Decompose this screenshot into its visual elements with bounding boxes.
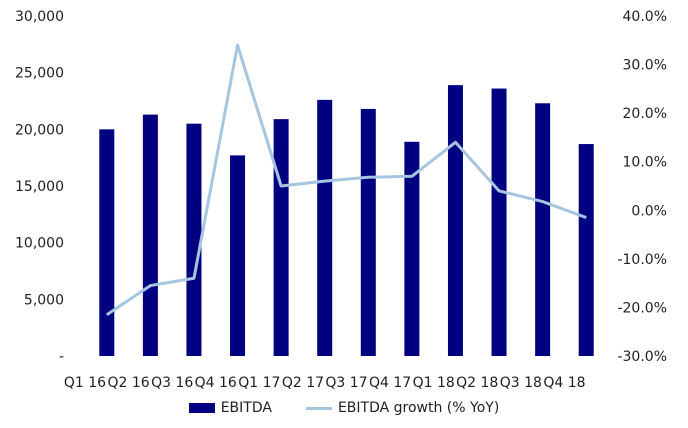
- bar-ebitda: [360, 108, 376, 356]
- right-axis-ticks: -30.0% -20.0% -10.0% 0.0% 10.0% 20.0% 30.0% 40.…: [617, 9, 667, 365]
- bar-ebitda: [230, 155, 246, 356]
- x-tick-label: Q3 17: [325, 375, 367, 391]
- legend-label-growth: EBITDA growth (% YoY): [337, 400, 500, 416]
- right-tick-label: 30.0%: [623, 58, 667, 74]
- bar-ebitda: [447, 85, 463, 356]
- bar-ebitda: [404, 141, 420, 356]
- right-tick-label: 40.0%: [623, 9, 667, 25]
- bar-ebitda: [535, 103, 551, 357]
- x-tick-label: Q2 16: [107, 375, 149, 391]
- left-tick-label: 10,000: [15, 236, 64, 252]
- x-tick-label: Q3 16: [151, 375, 193, 391]
- x-tick-label: Q1 16: [64, 375, 106, 391]
- legend-item-growth: EBITDA growth (% YoY): [305, 400, 500, 416]
- legend-swatch-line: [305, 406, 332, 410]
- left-axis-ticks: - 5,000 10,000 15,000 20,000 25,000 30,000: [15, 9, 64, 365]
- x-axis-ticks: Q1 16 Q2 16 Q3 16 Q4 16 Q1 17 Q2 17 Q3 17 Q4 17…: [64, 375, 586, 391]
- left-tick-label: -: [59, 349, 64, 365]
- right-tick-label: -30.0%: [617, 349, 667, 365]
- x-tick-label: Q3 18: [500, 375, 542, 391]
- legend-item-ebitda: EBITDA: [188, 400, 272, 416]
- x-tick-label: Q2 17: [282, 375, 324, 391]
- growth-line-group: [105, 43, 587, 316]
- x-tick-label: Q1 17: [238, 375, 280, 391]
- legend-label-ebitda: EBITDA: [220, 400, 272, 416]
- x-tick-label: Q4 18: [543, 375, 585, 391]
- bar-ebitda: [186, 123, 202, 357]
- legend: EBITDA EBITDA growth (% YoY): [0, 396, 688, 420]
- x-tick-label: Q4 16: [195, 375, 237, 391]
- left-tick-label: 15,000: [15, 179, 64, 195]
- bars: [99, 85, 594, 357]
- right-tick-label: -10.0%: [617, 252, 667, 268]
- legend-swatch-bar: [188, 403, 215, 413]
- x-tick-label: Q4 17: [369, 375, 411, 391]
- right-tick-label: 10.0%: [623, 155, 667, 171]
- bar-ebitda: [273, 119, 289, 356]
- growth-line: [105, 43, 587, 316]
- bar-ebitda: [578, 144, 594, 356]
- bar-ebitda: [317, 99, 333, 356]
- chart: - 5,000 10,000 15,000 20,000 25,000 30,000 -30…: [15, 9, 667, 391]
- bar-ebitda: [99, 129, 115, 356]
- x-tick-label: Q1 18: [413, 375, 455, 391]
- bar-ebitda: [142, 114, 158, 356]
- left-tick-label: 20,000: [15, 122, 64, 138]
- left-tick-label: 25,000: [15, 66, 64, 82]
- right-tick-label: 20.0%: [623, 106, 667, 122]
- left-tick-label: 30,000: [15, 9, 64, 25]
- right-tick-label: 0.0%: [631, 203, 667, 219]
- bar-ebitda: [491, 88, 507, 357]
- left-tick-label: 5,000: [24, 292, 64, 308]
- right-tick-label: -20.0%: [617, 300, 667, 316]
- x-tick-label: Q2 18: [456, 375, 498, 391]
